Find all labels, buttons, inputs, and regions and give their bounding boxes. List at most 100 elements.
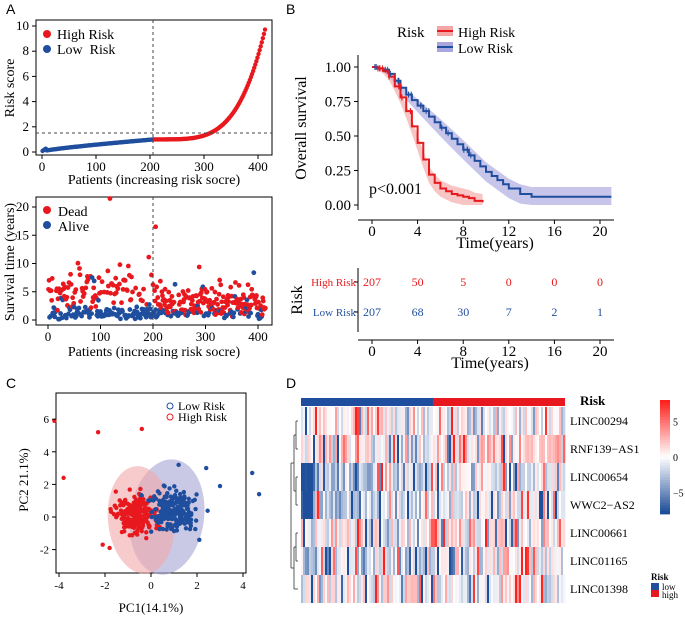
heatmap-cell (407, 407, 410, 435)
heatmap-cell (331, 407, 334, 435)
heatmap-cell (439, 435, 442, 463)
heatmap-cell (353, 491, 356, 519)
heatmap-cell (395, 519, 398, 547)
heatmap-cell (341, 519, 344, 547)
heatmap-cell (517, 575, 520, 603)
heatmap-cell (451, 575, 454, 603)
heatmap-cell (367, 463, 370, 491)
heatmap-cell (557, 407, 560, 435)
heatmap-cell (355, 435, 358, 463)
heatmap-cell (539, 491, 542, 519)
high-risk-point (138, 486, 143, 492)
heatmap-cell (563, 435, 566, 463)
heatmap-cell (433, 463, 436, 491)
alive-point (147, 306, 153, 312)
heatmap-cell (463, 491, 466, 519)
heatmap-cell (445, 575, 448, 603)
heatmap-cell (329, 407, 332, 435)
heatmap-cell (459, 519, 462, 547)
heatmap-cell (549, 491, 552, 519)
heatmap-cell (529, 463, 532, 491)
heatmap-cell (471, 547, 474, 575)
heatmap-cell (345, 463, 348, 491)
dead-point (55, 307, 60, 313)
heatmap-cell (355, 519, 358, 547)
heatmap-cell (531, 407, 534, 435)
legend-marker-alive (43, 221, 51, 229)
heatmap-cell (499, 407, 502, 435)
heatmap-cell (401, 407, 404, 435)
colorbar-step (660, 428, 670, 432)
heatmap-cell (349, 491, 352, 519)
heatmap-cell (465, 547, 468, 575)
heatmap-cell (557, 519, 560, 547)
alive-point (143, 314, 149, 320)
colorbar-step (660, 400, 670, 404)
y-tick-label: -2 (40, 545, 49, 557)
heatmap-cell (335, 435, 338, 463)
heatmap-cell (307, 547, 310, 575)
heatmap-cell (439, 407, 442, 435)
panel-c-pca: -4 -2 0 2 4 -2 0 2 4 6 Low Risk High Risk PC1(14.… (16, 392, 262, 615)
heatmap-cell (321, 547, 324, 575)
y-tick-label: 4 (44, 447, 50, 459)
heatmap-cell (447, 519, 450, 547)
dead-point (93, 304, 99, 309)
heatmap-cell (505, 575, 508, 603)
heatmap-cell (355, 463, 358, 491)
heatmap-cell (323, 435, 326, 463)
heatmap-cell (319, 575, 322, 603)
dead-point (171, 299, 177, 305)
heatmap-cell (449, 435, 452, 463)
heatmap-cell (389, 435, 392, 463)
heatmap-cell (325, 435, 328, 463)
heatmap-cell (357, 547, 360, 575)
heatmap-cell (469, 491, 472, 519)
heatmap-cell (315, 519, 318, 547)
risk-legend-label-high: high (662, 590, 679, 600)
heatmap-cell (437, 547, 440, 575)
y-tick-label: 4 (23, 94, 30, 109)
heatmap-cell (395, 435, 398, 463)
heatmap-cell (449, 407, 452, 435)
heatmap-cell (317, 575, 320, 603)
low-risk-point (185, 515, 190, 520)
heatmap-cell (549, 463, 552, 491)
low-risk-point (174, 488, 179, 494)
heatmap-cell (483, 491, 486, 519)
heatmap-cell (549, 547, 552, 575)
heatmap-cell (393, 575, 396, 603)
heatmap-cell (337, 435, 340, 463)
colorbar-step (660, 508, 670, 512)
heatmap-cell (467, 435, 470, 463)
high-risk-point (129, 512, 134, 517)
heatmap-cell (473, 491, 476, 519)
heatmap-cell (523, 491, 526, 519)
heatmap-cell (505, 547, 508, 575)
heatmap-cell (499, 547, 502, 575)
colorbar-step (660, 511, 670, 515)
colorbar-step (660, 408, 670, 412)
heatmap-cell (309, 435, 312, 463)
heatmap-cell (561, 435, 564, 463)
heatmap-cell (413, 407, 416, 435)
heatmap-cell (473, 407, 476, 435)
heatmap-cell (543, 435, 546, 463)
heatmap-cell (563, 575, 566, 603)
legend-title: Risk (397, 25, 425, 41)
heatmap-cell (471, 463, 474, 491)
heatmap-cell (345, 435, 348, 463)
legend-marker-low-risk (166, 402, 174, 410)
heatmap-cell (387, 519, 390, 547)
heatmap-cell (351, 491, 354, 519)
high-risk-point (121, 513, 126, 519)
heatmap-cell (503, 407, 506, 435)
heatmap-cell (435, 575, 438, 603)
heatmap-cell (493, 435, 496, 463)
colorbar-step (660, 417, 670, 421)
high-risk-point (137, 512, 142, 517)
heatmap-cell (559, 435, 562, 463)
x-tick-label: 16 (547, 224, 563, 240)
table-x-tick-label: 0 (368, 344, 376, 360)
dead-point (254, 293, 259, 298)
